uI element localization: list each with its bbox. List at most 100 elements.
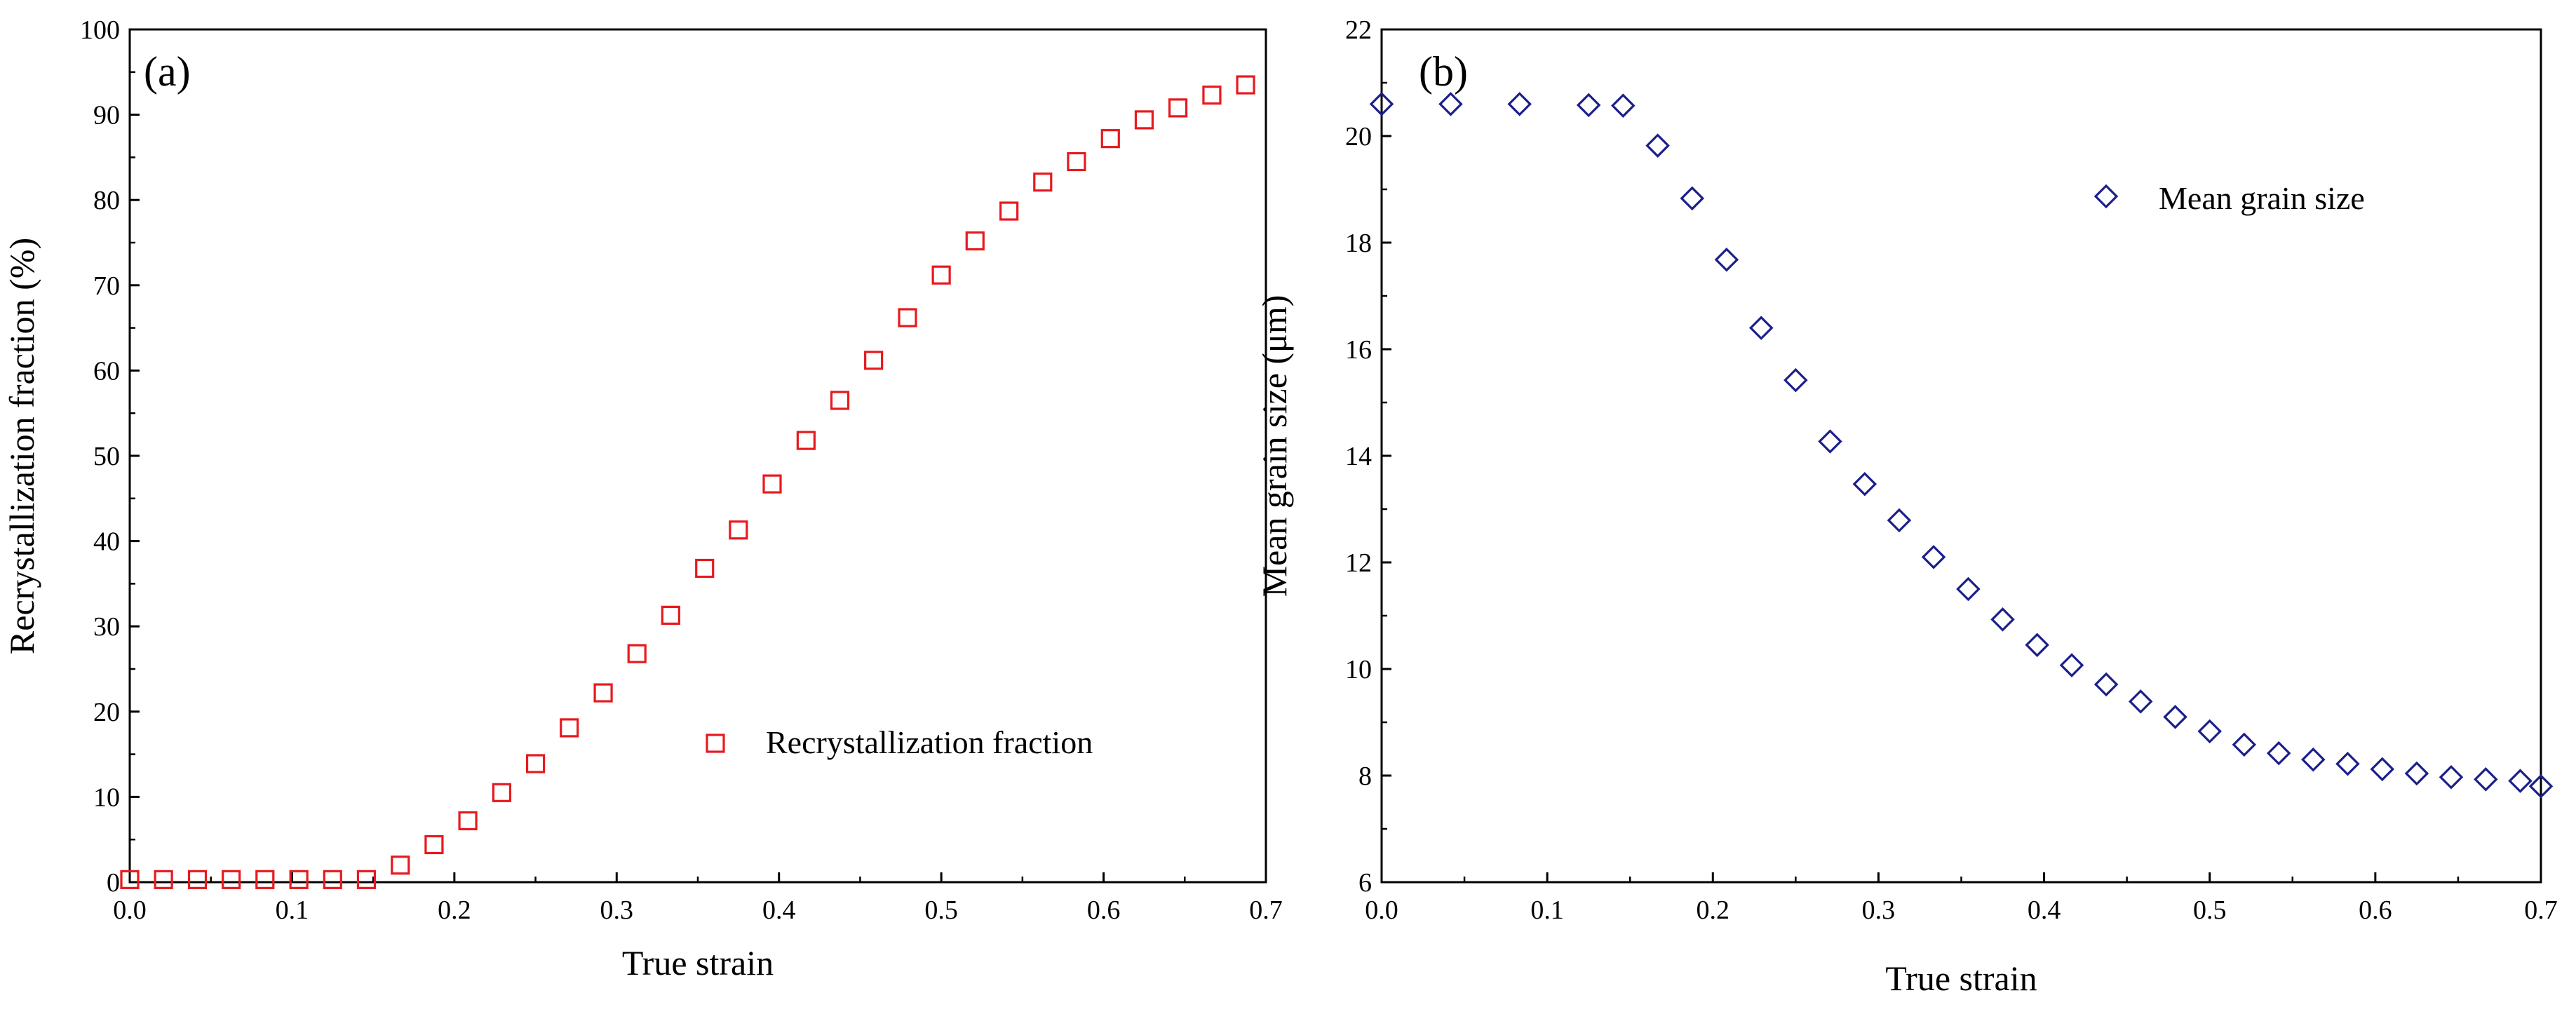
data-point-b-29 (2474, 767, 2498, 792)
panel-label: (a) (144, 48, 191, 95)
x-tick-label: 0.5 (924, 895, 958, 925)
data-point-b-10 (1818, 429, 1842, 454)
data-point-a-13 (560, 718, 579, 738)
x-tick-label: 0.7 (1249, 895, 1283, 925)
plot-frame-b (1380, 28, 2542, 884)
data-point-a-7 (356, 870, 377, 889)
panel-label: (b) (1419, 48, 1468, 95)
x-tick-label: 0.1 (1530, 895, 1564, 925)
data-point-a-9 (424, 834, 444, 855)
y-tick-label: 6 (1358, 868, 1372, 898)
data-point-b-9 (1783, 367, 1808, 393)
x-tick-label: 0.4 (762, 895, 796, 925)
data-point-b-1 (1438, 92, 1463, 116)
data-point-a-17 (695, 558, 715, 579)
data-point-a-28 (1067, 151, 1086, 172)
y-tick-label: 8 (1358, 762, 1372, 791)
x-tick-label: 0.3 (1862, 895, 1896, 925)
data-point-b-27 (2404, 761, 2429, 786)
data-point-a-5 (289, 870, 309, 889)
x-tick-label: 0.0 (113, 895, 147, 925)
data-point-a-2 (187, 870, 208, 889)
data-point-b-7 (1714, 248, 1739, 272)
data-point-a-27 (1033, 173, 1053, 192)
data-point-b-19 (2128, 689, 2153, 714)
y-tick-label: 90 (93, 101, 120, 130)
data-point-a-31 (1168, 98, 1188, 118)
data-point-a-1 (154, 870, 173, 889)
y-tick-label: 14 (1345, 442, 1372, 471)
data-point-b-24 (2301, 747, 2326, 772)
data-point-a-16 (661, 605, 680, 625)
data-point-a-19 (762, 474, 782, 494)
y-tick-label: 10 (1345, 655, 1372, 684)
data-point-b-18 (2093, 672, 2119, 697)
data-point-b-0 (1369, 92, 1394, 116)
x-tick-label: 0.2 (1697, 895, 1730, 925)
data-point-a-25 (965, 231, 985, 251)
x-tick-label: 0.5 (2193, 895, 2227, 925)
y-tick-label: 12 (1345, 548, 1372, 578)
data-point-a-24 (931, 265, 951, 285)
x-tick-label: 0.4 (2028, 895, 2061, 925)
data-point-b-31 (2528, 773, 2554, 799)
data-point-b-13 (1921, 545, 1946, 569)
x-tick-label: 0.3 (600, 895, 634, 925)
x-tick-label: 0.1 (276, 895, 309, 925)
data-point-b-3 (1576, 93, 1601, 118)
data-point-a-3 (222, 870, 241, 889)
data-point-a-11 (492, 783, 512, 802)
x-tick-label: 0.6 (2359, 895, 2392, 925)
data-point-b-14 (1956, 576, 1981, 602)
y-tick-label: 40 (93, 527, 120, 557)
data-point-a-20 (796, 431, 816, 450)
data-point-a-14 (593, 683, 613, 703)
data-point-a-8 (391, 856, 410, 875)
data-point-a-33 (1236, 75, 1255, 95)
data-point-b-23 (2266, 741, 2291, 766)
data-point-b-30 (2508, 769, 2533, 793)
legend-marker (2093, 184, 2119, 209)
x-axis-label: True strain (1885, 959, 2037, 998)
data-point-b-5 (1645, 133, 1670, 158)
data-point-b-28 (2439, 765, 2464, 790)
data-point-b-16 (2025, 633, 2049, 658)
x-axis-label: True strain (622, 943, 774, 982)
data-point-b-25 (2335, 752, 2360, 776)
y-tick-label: 20 (93, 698, 120, 727)
plot-frame-a (128, 28, 1267, 884)
y-axis-label: Recrystallization fraction (%) (2, 238, 41, 654)
legend-label: Recrystallization fraction (766, 724, 1093, 760)
data-point-b-2 (1507, 92, 1532, 116)
y-tick-label: 80 (93, 186, 120, 215)
data-point-b-8 (1748, 316, 1774, 340)
data-point-b-21 (2197, 719, 2222, 744)
data-point-a-22 (864, 351, 884, 370)
x-tick-label: 0.6 (1087, 895, 1121, 925)
y-tick-label: 0 (107, 868, 120, 898)
data-point-b-15 (1990, 607, 2015, 632)
data-point-a-0 (120, 870, 140, 889)
y-tick-label: 70 (93, 271, 120, 301)
x-tick-label: 0.2 (438, 895, 471, 925)
data-point-a-15 (627, 644, 647, 663)
data-point-a-12 (525, 754, 546, 773)
x-tick-label: 0.7 (2524, 895, 2558, 925)
data-point-b-12 (1887, 508, 1912, 533)
y-tick-label: 50 (93, 442, 120, 471)
y-tick-label: 16 (1345, 335, 1372, 365)
data-point-b-26 (2370, 757, 2395, 782)
legend-marker (706, 734, 725, 753)
data-point-a-21 (830, 391, 850, 410)
data-point-b-4 (1611, 93, 1636, 118)
data-point-b-11 (1852, 472, 1877, 496)
y-tick-label: 100 (80, 15, 120, 45)
legend-label: Mean grain size (2159, 180, 2365, 216)
y-tick-label: 22 (1345, 15, 1372, 45)
data-point-a-29 (1100, 129, 1120, 149)
y-tick-label: 18 (1345, 229, 1372, 258)
data-point-a-32 (1202, 86, 1222, 105)
data-point-a-18 (729, 520, 748, 540)
y-tick-label: 20 (1345, 122, 1372, 151)
